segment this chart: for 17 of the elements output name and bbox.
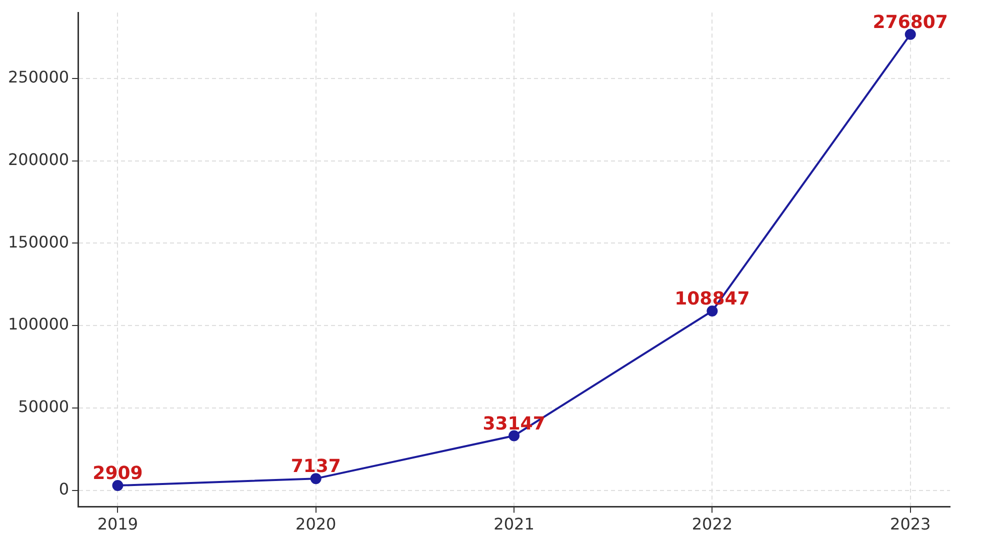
x-tick-label: 2022 xyxy=(692,514,733,534)
point xyxy=(904,28,916,40)
data-label: 276807 xyxy=(872,12,948,34)
x-tick-label: 2021 xyxy=(494,514,534,534)
point xyxy=(112,480,124,492)
data-label: 7137 xyxy=(290,456,341,478)
point xyxy=(310,473,322,484)
x-tick-label: 2019 xyxy=(97,514,138,534)
y-tick-label: 200000 xyxy=(8,150,70,170)
y-tick-label: 150000 xyxy=(8,232,70,252)
y-tick-label: 100000 xyxy=(8,314,70,334)
y-tick-label: 50000 xyxy=(18,397,70,416)
data-label: 2909 xyxy=(92,463,143,484)
x-tick-label: 2023 xyxy=(890,514,931,534)
y-tick-label: 0 xyxy=(58,479,70,498)
y-tick-label: 250000 xyxy=(8,68,70,87)
x-tick-label: 2020 xyxy=(296,514,336,534)
